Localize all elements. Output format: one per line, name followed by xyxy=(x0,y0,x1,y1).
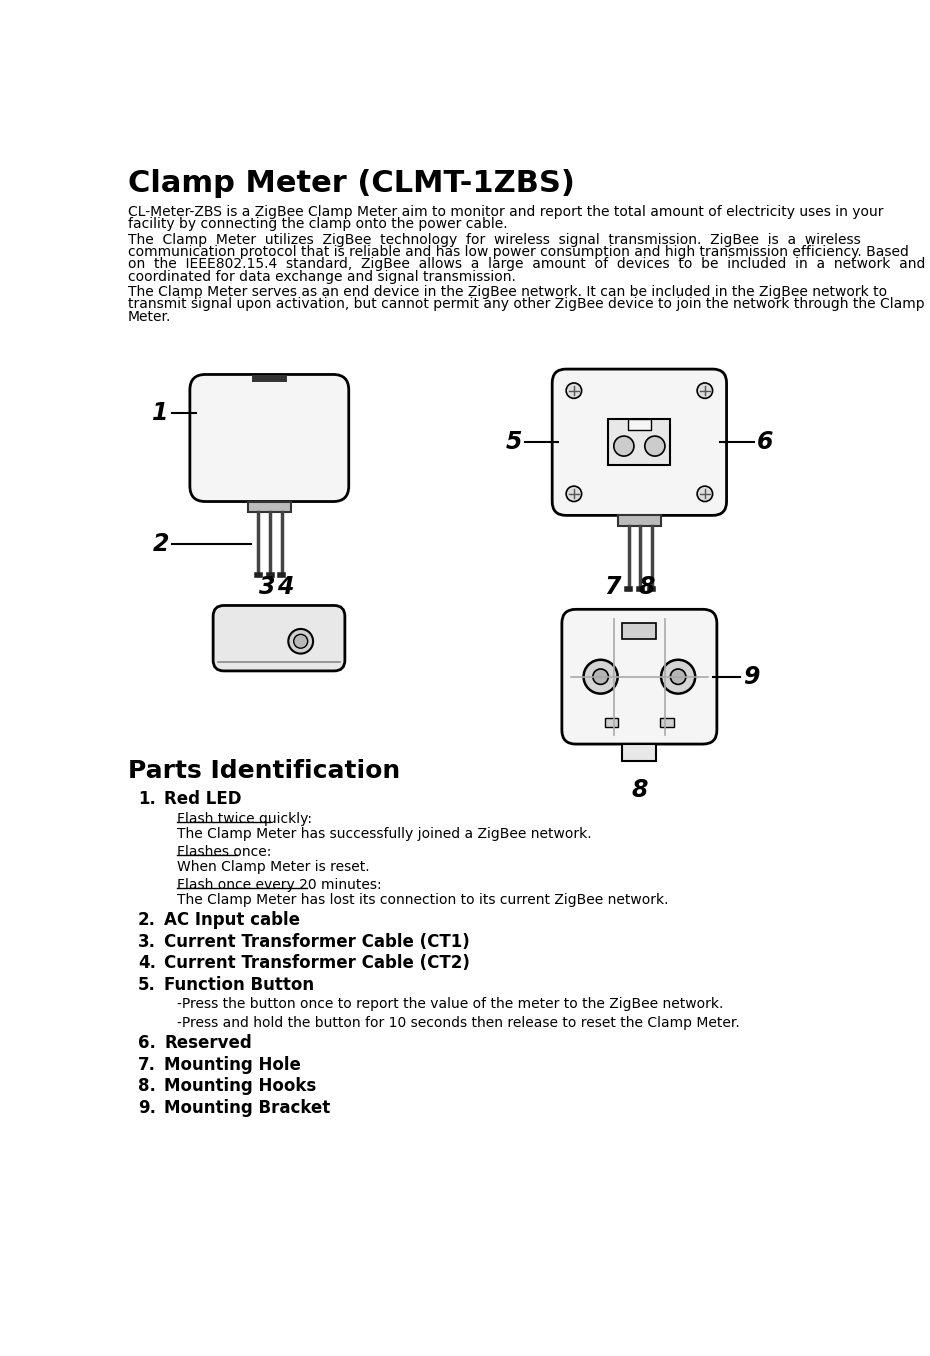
Text: 7: 7 xyxy=(604,575,620,598)
Text: 1: 1 xyxy=(153,401,169,424)
Circle shape xyxy=(566,485,581,502)
Text: 4.: 4. xyxy=(138,955,156,972)
Text: The Clamp Meter serves as an end device in the ZigBee network. It can be include: The Clamp Meter serves as an end device … xyxy=(127,285,887,300)
Text: Current Transformer Cable (CT2): Current Transformer Cable (CT2) xyxy=(165,955,471,972)
Text: -Press and hold the button for 10 seconds then release to reset the Clamp Meter.: -Press and hold the button for 10 second… xyxy=(177,1016,739,1029)
Text: Red LED: Red LED xyxy=(165,791,242,808)
FancyBboxPatch shape xyxy=(190,374,349,502)
Text: 2.: 2. xyxy=(138,911,156,929)
Text: Reserved: Reserved xyxy=(165,1035,252,1052)
Bar xyxy=(248,502,290,513)
Circle shape xyxy=(294,635,308,648)
Text: communication protocol that is reliable and has low power consumption and high t: communication protocol that is reliable … xyxy=(127,245,909,259)
Text: Flashes once:: Flashes once: xyxy=(177,845,271,858)
Text: Parts Identification: Parts Identification xyxy=(127,759,400,784)
Text: Flash once every 20 minutes:: Flash once every 20 minutes: xyxy=(177,879,381,892)
Text: 5.: 5. xyxy=(138,976,156,994)
Circle shape xyxy=(644,437,665,456)
Text: 5: 5 xyxy=(506,430,522,454)
Bar xyxy=(660,717,674,727)
Text: 8: 8 xyxy=(639,575,656,598)
Circle shape xyxy=(698,382,712,399)
Text: 8: 8 xyxy=(631,778,647,801)
Text: 6: 6 xyxy=(757,430,773,454)
Text: coordinated for data exchange and signal transmission.: coordinated for data exchange and signal… xyxy=(127,270,516,283)
Circle shape xyxy=(698,485,712,502)
Text: When Clamp Meter is reset.: When Clamp Meter is reset. xyxy=(177,860,369,875)
Bar xyxy=(622,624,657,639)
Text: Meter.: Meter. xyxy=(127,309,171,324)
Text: 2: 2 xyxy=(153,532,169,556)
Text: Mounting Hooks: Mounting Hooks xyxy=(165,1078,316,1096)
Bar xyxy=(604,717,618,727)
Text: transmit signal upon activation, but cannot permit any other ZigBee device to jo: transmit signal upon activation, but can… xyxy=(127,297,924,312)
Circle shape xyxy=(671,669,685,685)
Bar xyxy=(608,419,671,465)
Circle shape xyxy=(584,660,618,694)
Text: CL-Meter-ZBS is a ZigBee Clamp Meter aim to monitor and report the total amount : CL-Meter-ZBS is a ZigBee Clamp Meter aim… xyxy=(127,205,883,220)
Text: Current Transformer Cable (CT1): Current Transformer Cable (CT1) xyxy=(165,933,470,951)
Text: 4: 4 xyxy=(276,575,293,598)
Bar xyxy=(618,515,660,526)
Text: Flash twice quickly:: Flash twice quickly: xyxy=(177,812,312,826)
Text: The  Clamp  Meter  utilizes  ZigBee  technology  for  wireless  signal  transmis: The Clamp Meter utilizes ZigBee technolo… xyxy=(127,233,860,247)
Text: on  the  IEEE802.15.4  standard,  ZigBee  allows  a  large  amount  of  devices : on the IEEE802.15.4 standard, ZigBee all… xyxy=(127,258,925,271)
Bar xyxy=(628,419,651,430)
Text: The Clamp Meter has successfully joined a ZigBee network.: The Clamp Meter has successfully joined … xyxy=(177,827,591,841)
Text: Function Button: Function Button xyxy=(165,976,314,994)
Text: 3: 3 xyxy=(259,575,275,598)
FancyBboxPatch shape xyxy=(552,369,726,515)
Text: 1.: 1. xyxy=(138,791,156,808)
Text: AC Input cable: AC Input cable xyxy=(165,911,300,929)
Text: Clamp Meter (CLMT-1ZBS): Clamp Meter (CLMT-1ZBS) xyxy=(127,170,575,198)
Circle shape xyxy=(614,437,634,456)
Text: 9: 9 xyxy=(743,664,760,689)
Text: Mounting Bracket: Mounting Bracket xyxy=(165,1100,330,1117)
Text: 9.: 9. xyxy=(138,1100,156,1117)
FancyBboxPatch shape xyxy=(562,609,717,744)
Text: Mounting Hole: Mounting Hole xyxy=(165,1056,301,1074)
Text: 7.: 7. xyxy=(138,1056,156,1074)
Circle shape xyxy=(566,382,581,399)
Text: -Press the button once to report the value of the meter to the ZigBee network.: -Press the button once to report the val… xyxy=(177,998,723,1012)
Text: 6.: 6. xyxy=(138,1035,156,1052)
Circle shape xyxy=(288,629,313,654)
Circle shape xyxy=(661,660,695,694)
Text: facility by connecting the clamp onto the power cable.: facility by connecting the clamp onto th… xyxy=(127,217,508,232)
Circle shape xyxy=(593,669,608,685)
Text: The Clamp Meter has lost its connection to its current ZigBee network.: The Clamp Meter has lost its connection … xyxy=(177,894,668,907)
FancyBboxPatch shape xyxy=(213,606,345,671)
Text: 3.: 3. xyxy=(138,933,156,951)
Bar xyxy=(622,744,657,761)
Text: 8.: 8. xyxy=(138,1078,156,1096)
